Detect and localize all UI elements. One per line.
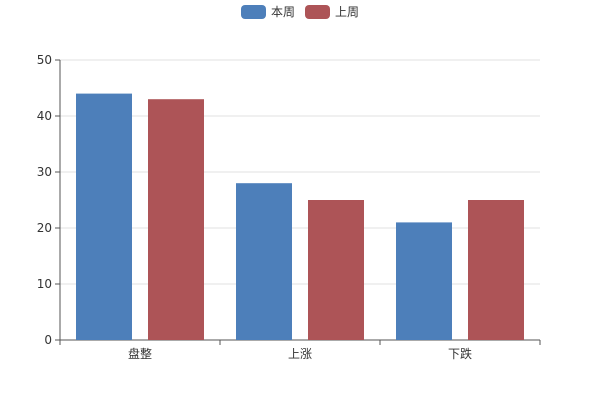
bars [76,93,524,340]
legend-label: 上周 [335,5,359,19]
x-tick-label: 上涨 [288,346,312,361]
bar-上周-下跌[interactable] [468,200,524,340]
x-axis: 盘整 上涨 下跌 [59,339,541,361]
legend-swatch [241,5,266,19]
y-axis: 0 10 20 30 40 50 [37,53,61,347]
bar-本周-上涨[interactable] [236,183,292,340]
x-tick-label: 下跌 [448,346,472,361]
legend-label: 本周 [271,5,295,19]
legend-item-本周[interactable]: 本周 [241,5,295,19]
x-tick-label: 盘整 [128,346,152,361]
bar-本周-下跌[interactable] [396,222,452,340]
bar-上周-上涨[interactable] [308,200,364,340]
y-tick-label: 40 [37,109,52,123]
bar-上周-盘整[interactable] [148,99,204,340]
grid-lines [60,59,540,285]
y-tick-label: 50 [37,53,52,67]
y-tick-label: 0 [44,333,52,347]
legend-swatch [305,5,330,19]
y-tick-label: 20 [37,221,52,235]
y-tick-label: 30 [37,165,52,179]
bar-本周-盘整[interactable] [76,93,132,340]
y-tick-label: 10 [37,277,52,291]
legend: 本周 上周 [241,5,359,19]
legend-item-上周[interactable]: 上周 [305,5,359,19]
